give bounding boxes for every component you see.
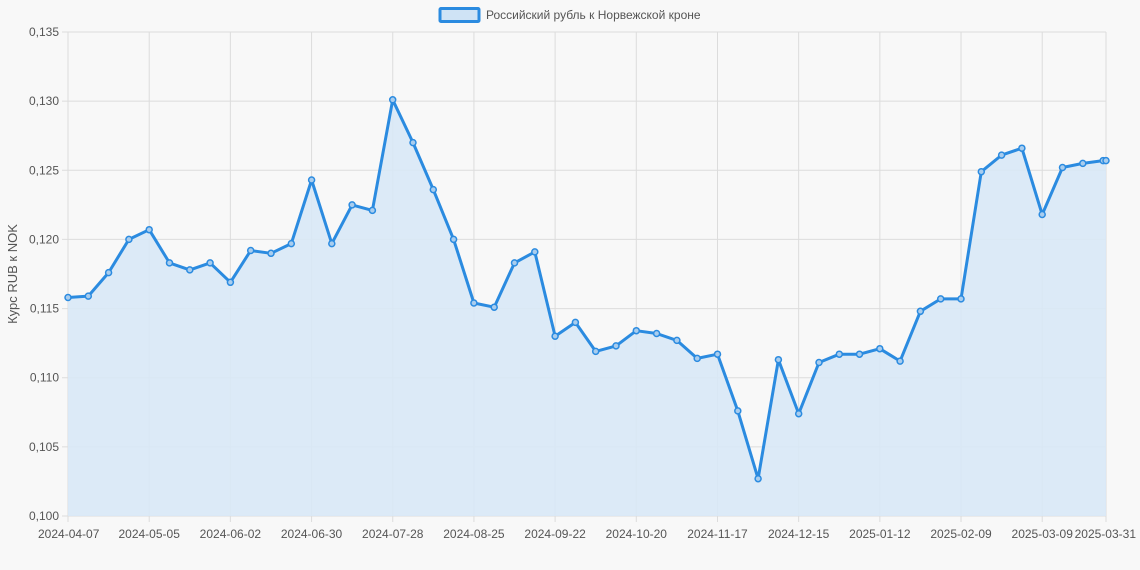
- x-tick-label: 2025-03-31: [1075, 527, 1137, 541]
- data-point[interactable]: [125, 235, 133, 244]
- data-point[interactable]: [287, 239, 296, 248]
- x-tick-label: 2024-11-17: [687, 527, 748, 541]
- data-point[interactable]: [368, 206, 377, 215]
- data-point[interactable]: [186, 266, 194, 274]
- y-tick-label: 0,105: [29, 440, 59, 454]
- x-tick-label: 2025-02-09: [930, 527, 992, 541]
- data-point[interactable]: [307, 176, 316, 184]
- data-point[interactable]: [226, 278, 235, 287]
- data-point[interactable]: [794, 409, 803, 418]
- data-point[interactable]: [490, 303, 498, 311]
- x-tick-label: 2024-09-22: [524, 527, 586, 541]
- data-point[interactable]: [936, 295, 945, 303]
- data-point[interactable]: [84, 292, 93, 300]
- data-point[interactable]: [612, 342, 620, 350]
- x-tick-label: 2024-12-15: [768, 527, 830, 541]
- legend-label: Российский рубль к Норвежской кроне: [486, 8, 701, 22]
- data-point[interactable]: [1058, 163, 1067, 172]
- data-point[interactable]: [652, 329, 661, 338]
- data-point[interactable]: [388, 96, 397, 104]
- data-point[interactable]: [815, 358, 823, 367]
- legend-swatch: [438, 7, 481, 23]
- data-point[interactable]: [571, 318, 580, 327]
- data-point[interactable]: [754, 474, 762, 483]
- data-point[interactable]: [551, 332, 559, 340]
- data-point[interactable]: [64, 293, 72, 302]
- data-point[interactable]: [896, 357, 904, 365]
- series-area: [68, 99, 1106, 517]
- x-tick-label: 2024-04-07: [38, 527, 100, 541]
- y-tick-label: 0,120: [29, 232, 59, 246]
- data-point[interactable]: [774, 355, 783, 364]
- data-point[interactable]: [267, 249, 275, 258]
- data-point[interactable]: [632, 326, 641, 335]
- y-tick-label: 0,115: [30, 302, 59, 316]
- data-point[interactable]: [470, 299, 478, 307]
- data-point[interactable]: [145, 225, 153, 234]
- data-point[interactable]: [916, 307, 925, 316]
- y-tick-label: 0,135: [29, 25, 59, 39]
- data-point[interactable]: [429, 185, 438, 194]
- data-point[interactable]: [165, 259, 174, 267]
- data-point[interactable]: [734, 407, 742, 415]
- data-point[interactable]: [449, 235, 458, 244]
- x-tick-label: 2024-10-20: [606, 527, 668, 541]
- y-tick-label: 0,125: [29, 163, 59, 177]
- data-point[interactable]: [876, 344, 884, 353]
- data-point[interactable]: [855, 350, 864, 358]
- data-point[interactable]: [1102, 156, 1110, 165]
- data-point[interactable]: [713, 350, 722, 358]
- x-tick-label: 2024-07-28: [362, 527, 424, 541]
- x-tick-label: 2024-08-25: [443, 527, 505, 541]
- legend[interactable]: Российский рубль к Норвежской кроне: [438, 7, 701, 23]
- series-points: [64, 96, 1110, 483]
- x-tick-label: 2025-03-09: [1012, 527, 1074, 541]
- data-point[interactable]: [510, 259, 519, 267]
- y-tick-label: 0,130: [29, 94, 59, 108]
- data-point[interactable]: [1038, 210, 1046, 219]
- x-tick-label: 2024-06-02: [200, 527, 262, 541]
- data-point[interactable]: [104, 268, 113, 277]
- data-point[interactable]: [348, 201, 356, 209]
- y-tick-label: 0,100: [29, 509, 59, 523]
- data-point[interactable]: [409, 138, 417, 147]
- y-tick-label: 0,110: [30, 371, 59, 385]
- data-point[interactable]: [693, 354, 701, 363]
- x-tick-label: 2024-06-30: [281, 527, 343, 541]
- x-axis: 2024-04-07 2024-05-05 2024-06-02 2024-06-30…: [38, 527, 1136, 541]
- data-point[interactable]: [206, 259, 214, 267]
- data-point[interactable]: [591, 347, 600, 356]
- data-point[interactable]: [328, 239, 336, 248]
- data-point[interactable]: [977, 167, 986, 176]
- data-point[interactable]: [246, 246, 255, 255]
- data-point[interactable]: [531, 248, 539, 256]
- data-point[interactable]: [957, 295, 965, 303]
- x-tick-label: 2025-01-12: [849, 527, 911, 541]
- y-axis: 0,100 0,105 0,110 0,115 0,120 0,125 0,130 0,135: [29, 25, 59, 523]
- data-point[interactable]: [1018, 144, 1026, 152]
- x-tick-label: 2024-05-05: [118, 527, 180, 541]
- data-point[interactable]: [673, 336, 681, 345]
- data-point[interactable]: [1079, 159, 1087, 168]
- data-point[interactable]: [997, 151, 1006, 159]
- data-point[interactable]: [835, 350, 844, 358]
- y-axis-title: Курс RUB к NOK: [5, 224, 20, 324]
